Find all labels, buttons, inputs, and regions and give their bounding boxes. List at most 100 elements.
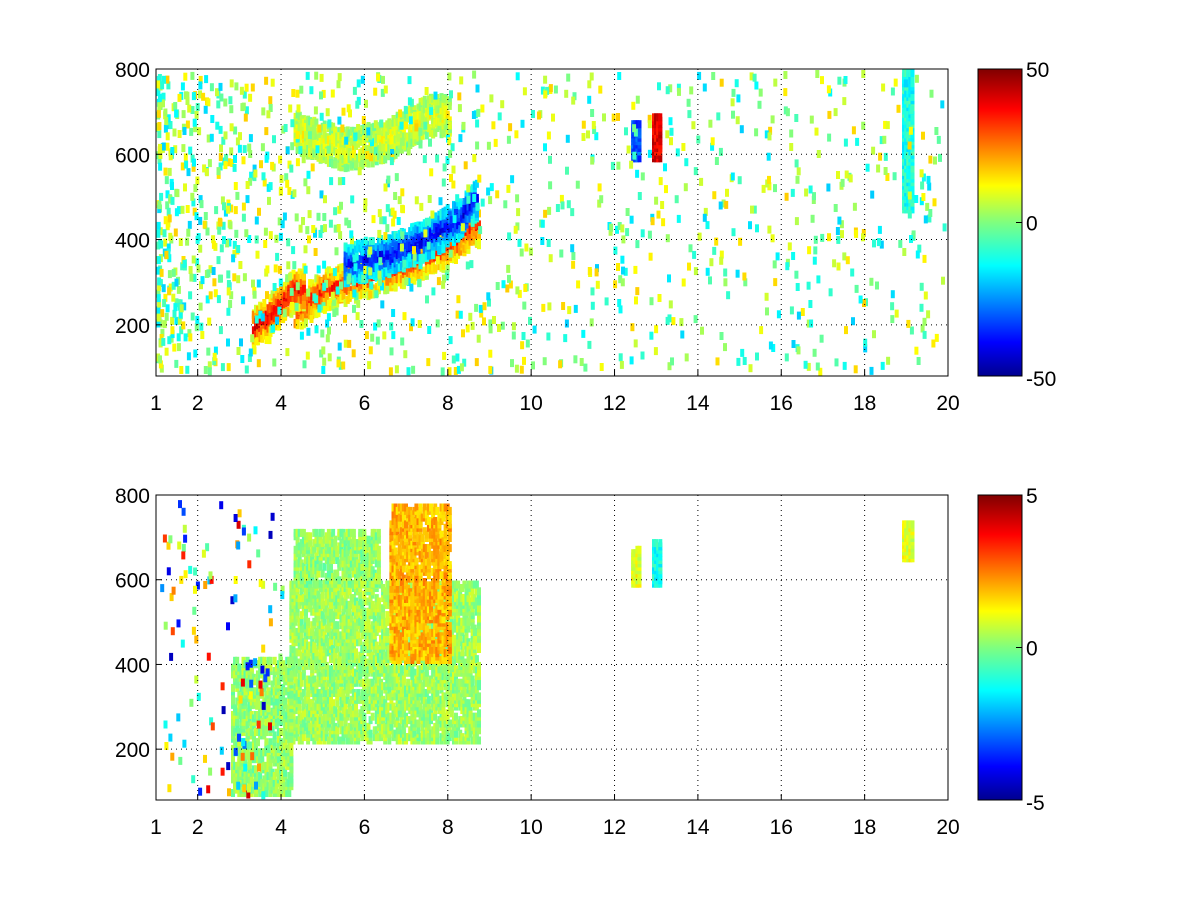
heatmap-cell-noise bbox=[187, 329, 192, 338]
heatmap-cell-noise bbox=[236, 245, 241, 253]
heatmap-cell-noise bbox=[572, 92, 577, 101]
heatmap-cell-noise bbox=[922, 330, 927, 339]
heatmap-cell-main-band bbox=[335, 699, 340, 708]
heatmap-cell-noise bbox=[170, 316, 175, 325]
heatmap-cell-noise bbox=[919, 303, 924, 312]
heatmap-cell-noise bbox=[219, 274, 223, 283]
heatmap-cell-noise bbox=[579, 358, 584, 366]
heatmap-cell-main-band bbox=[301, 638, 306, 647]
heatmap-cell-lower-arc bbox=[456, 245, 461, 254]
heatmap-cell-noise bbox=[757, 100, 762, 109]
heatmap-cell-noise bbox=[532, 325, 537, 334]
heatmap-cell-noise bbox=[158, 143, 162, 152]
heatmap-cell-noise bbox=[218, 125, 223, 134]
heatmap-cell-noise bbox=[407, 76, 412, 85]
heatmap-cell-noise bbox=[164, 347, 169, 356]
heatmap-cell-noise bbox=[548, 84, 553, 93]
heatmap-cell-noise bbox=[441, 94, 446, 103]
heatmap-cell-main-band bbox=[335, 645, 340, 653]
heatmap-cell-noise bbox=[312, 125, 317, 133]
heatmap-cell-upper-loop bbox=[308, 149, 313, 158]
heatmap-cell-main-band bbox=[329, 672, 333, 681]
heatmap-cell-upper-arc bbox=[354, 274, 358, 283]
heatmap-cell-noise bbox=[640, 351, 645, 360]
heatmap-cell-upper-arc bbox=[414, 242, 419, 251]
heatmap-cell-upper-loop bbox=[358, 161, 363, 170]
heatmap-cell-noise bbox=[702, 213, 707, 222]
heatmap-cell-noise bbox=[330, 291, 335, 300]
heatmap-cell-noise bbox=[292, 261, 297, 270]
heatmap-cell-noise bbox=[770, 115, 775, 124]
heatmap-cell-upper-loop bbox=[349, 151, 354, 160]
heatmap-cell-strip-at-13 bbox=[652, 113, 656, 122]
heatmap-cell-main-band bbox=[331, 590, 336, 599]
heatmap-cell-lower-arc bbox=[445, 251, 450, 260]
heatmap-cell-lower-arc bbox=[389, 277, 394, 286]
heatmap-cell-noise bbox=[386, 175, 391, 184]
heatmap-cell-main-band bbox=[308, 628, 313, 636]
heatmap-cell-noise bbox=[787, 242, 792, 251]
heatmap-cell-noise bbox=[194, 323, 199, 332]
heatmap-cell-noise bbox=[185, 237, 190, 246]
heatmap-cell-lower-arc bbox=[477, 220, 481, 229]
heatmap-cell-noise bbox=[215, 121, 220, 130]
heatmap-cell-rising-branch bbox=[285, 298, 290, 307]
heatmap-cell-upper-loop bbox=[337, 149, 342, 158]
heatmap-cell-upper-loop bbox=[383, 122, 388, 131]
heatmap-cell-noise bbox=[472, 154, 477, 163]
heatmap-cell-noise bbox=[795, 283, 800, 291]
heatmap-cell-main-band bbox=[341, 614, 346, 623]
heatmap-cell-main-band bbox=[312, 631, 317, 640]
heatmap-cell-upper-loop bbox=[339, 154, 344, 163]
heatmap-cell-noise bbox=[816, 150, 821, 158]
heatmap-cell-noise bbox=[883, 120, 888, 129]
heatmap-cell-noise bbox=[183, 153, 188, 162]
heatmap-cell-upper-loop bbox=[366, 122, 371, 130]
heatmap-cell-noise bbox=[710, 142, 715, 151]
heatmap-cell-lower-arc bbox=[301, 290, 306, 298]
heatmap-cell-upper-arc bbox=[343, 251, 348, 260]
heatmap-cell-noise bbox=[403, 350, 408, 359]
heatmap-cell-noise bbox=[343, 314, 347, 323]
heatmap-cell-upper-arc bbox=[445, 222, 450, 231]
heatmap-cell-noise bbox=[693, 167, 698, 176]
heatmap-cell-main-band bbox=[331, 722, 336, 731]
heatmap-cell-noise bbox=[374, 290, 379, 299]
heatmap-cell-upper-loop bbox=[370, 159, 375, 168]
heatmap-cell-noise bbox=[190, 106, 195, 114]
heatmap-cell-noise bbox=[567, 306, 572, 315]
heatmap-cells bbox=[156, 69, 947, 376]
heatmap-cell-noise bbox=[165, 190, 170, 199]
heatmap-cell-noise bbox=[167, 254, 172, 263]
heatmap-cell-noise bbox=[435, 319, 440, 328]
heatmap-cell-noise bbox=[591, 121, 596, 129]
heatmap-cell-noise bbox=[165, 222, 170, 231]
heatmap-cell-main-band bbox=[291, 665, 296, 674]
heatmap-cell-lower-arc bbox=[301, 320, 306, 329]
heatmap-cell-rising-branch bbox=[279, 313, 283, 322]
heatmap-cell-upper-loop bbox=[395, 113, 400, 122]
heatmap-cell-upper-loop bbox=[318, 141, 323, 150]
heatmap-cell-noise bbox=[303, 245, 308, 254]
heatmap-cell-noise bbox=[940, 100, 945, 109]
heatmap-cell-main-band bbox=[347, 665, 352, 674]
heatmap-cell-main-band bbox=[310, 607, 315, 616]
heatmap-cell-noise bbox=[231, 254, 236, 263]
heatmap-cell-noise bbox=[813, 235, 818, 244]
heatmap-cell-lower-arc bbox=[329, 268, 333, 277]
heatmap-cell-noise bbox=[339, 281, 343, 290]
heatmap-cell-noise bbox=[275, 316, 279, 325]
heatmap-cell-main-band bbox=[304, 678, 308, 687]
heatmap-cell-noise bbox=[207, 317, 212, 326]
heatmap-cell-main-band bbox=[339, 645, 344, 653]
heatmap-cell-upper-loop bbox=[422, 95, 427, 104]
heatmap-cell-upper-arc bbox=[366, 241, 371, 250]
heatmap-cell-main-band bbox=[308, 709, 313, 718]
heatmap-cell-upper-loop bbox=[422, 105, 427, 114]
heatmap-cell-noise bbox=[193, 184, 198, 193]
heatmap-cell-noise bbox=[548, 254, 553, 263]
heatmap-cell-main-band bbox=[310, 621, 315, 630]
heatmap-cell-noise bbox=[355, 312, 360, 321]
heatmap-cell-noise bbox=[355, 100, 360, 109]
heatmap-cell-noise bbox=[691, 121, 696, 130]
